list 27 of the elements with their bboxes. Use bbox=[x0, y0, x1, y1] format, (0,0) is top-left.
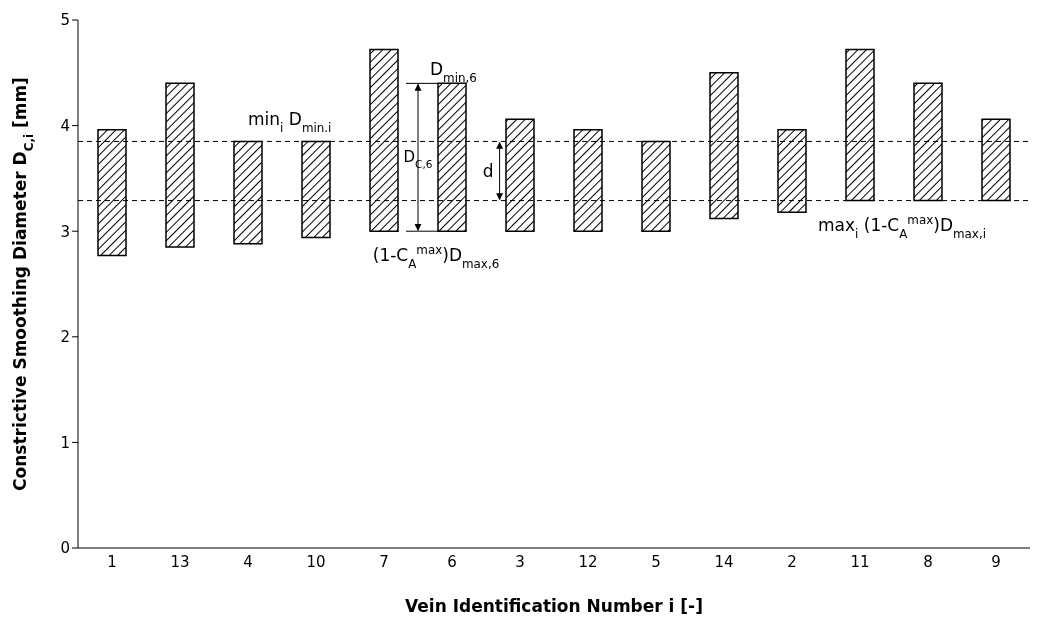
x-tick-label: 4 bbox=[243, 552, 253, 571]
x-tick-label: 13 bbox=[170, 552, 190, 571]
annotation: D$_{C,6}$ bbox=[403, 148, 433, 171]
x-tick-label: 7 bbox=[379, 552, 389, 571]
annotation: min$_{i}$ D$_{min.i}$ bbox=[248, 109, 332, 136]
annotation: max$_{i}$ (1-C$_{A}$$^{max}$)D$_{max,i}$ bbox=[818, 212, 986, 241]
x-tick-label: 9 bbox=[991, 552, 1001, 571]
x-axis-title: Vein Identification Number i [-] bbox=[405, 596, 703, 616]
x-tick-label: 11 bbox=[850, 552, 870, 571]
x-tick-label: 6 bbox=[447, 552, 457, 571]
x-tick-label: 1 bbox=[107, 552, 117, 571]
y-tick-label: 5 bbox=[60, 11, 70, 30]
annotation: (1-C$_{A}$$^{max}$)D$_{max,6}$ bbox=[372, 243, 500, 272]
x-tick-label: 8 bbox=[923, 552, 933, 571]
x-tick-label: 12 bbox=[578, 552, 598, 571]
y-tick-label: 4 bbox=[60, 116, 70, 135]
y-tick-label: 2 bbox=[60, 328, 70, 347]
x-tick-label: 3 bbox=[515, 552, 525, 571]
x-tick-label: 2 bbox=[787, 552, 797, 571]
annotation: d bbox=[482, 161, 494, 182]
annotation: D$_{min,6}$ bbox=[430, 59, 477, 86]
x-tick-label: 5 bbox=[651, 552, 661, 571]
x-tick-label: 10 bbox=[306, 552, 326, 571]
y-tick-label: 0 bbox=[60, 539, 70, 558]
y-tick-label: 1 bbox=[60, 433, 70, 452]
y-tick-label: 3 bbox=[60, 222, 70, 241]
x-tick-label: 14 bbox=[714, 552, 734, 571]
